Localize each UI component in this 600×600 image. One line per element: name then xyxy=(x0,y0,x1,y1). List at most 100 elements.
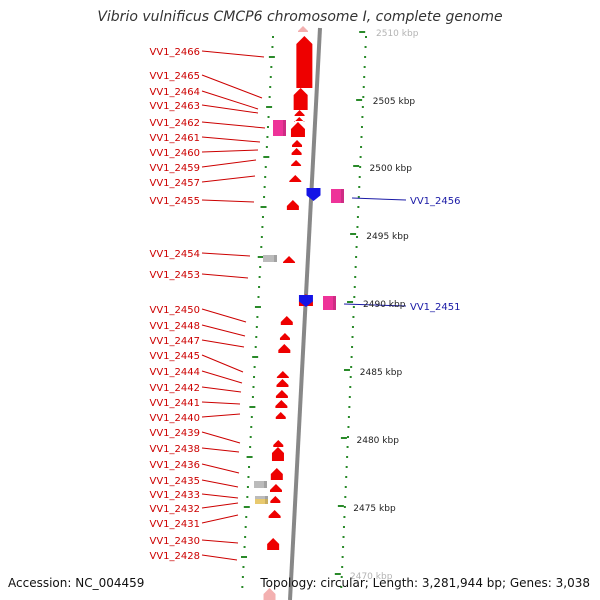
forward-gene-label: VV1_2430 xyxy=(150,536,201,547)
outer-tick xyxy=(361,116,364,118)
forward-gene xyxy=(280,316,293,325)
forward-gene-label: VV1_2454 xyxy=(150,249,201,260)
forward-gene xyxy=(291,148,302,155)
outer-tick xyxy=(351,346,354,348)
inner-tick xyxy=(263,196,266,198)
forward-leader-line xyxy=(201,354,244,373)
inner-tick xyxy=(263,156,270,158)
outer-tick xyxy=(342,546,345,548)
outer-tick xyxy=(360,136,363,138)
gene-features xyxy=(254,26,344,600)
rna-gene-shade xyxy=(333,296,336,310)
pseudo-gene xyxy=(263,255,277,262)
inner-tick xyxy=(258,286,261,288)
forward-gene xyxy=(267,538,280,550)
forward-gene-label: VV1_2463 xyxy=(150,101,201,112)
pseudo-gene-shade xyxy=(274,255,277,262)
forward-gene xyxy=(270,496,281,503)
forward-leader-line xyxy=(201,463,240,474)
inner-tick xyxy=(246,486,249,488)
forward-gene-label: VV1_2435 xyxy=(150,476,201,487)
inner-tick xyxy=(264,166,267,168)
inner-tick xyxy=(257,256,264,258)
rna-gene xyxy=(331,189,344,203)
forward-gene xyxy=(271,447,284,461)
inner-tick xyxy=(264,176,267,178)
outer-tick xyxy=(351,336,354,338)
outer-tick xyxy=(340,586,343,588)
gene-labels: VV1_2466 VV1_2465 VV1_2464 VV1_2463 VV1_2462… xyxy=(150,47,461,562)
outer-tick xyxy=(347,436,350,438)
outer-tick xyxy=(343,506,346,508)
kbp-label: 2500 kbp xyxy=(370,164,413,174)
inner-tick xyxy=(241,576,244,578)
inner-tick xyxy=(249,406,256,408)
forward-gene xyxy=(275,412,286,419)
outer-tick xyxy=(360,146,363,148)
topology-text: Topology: circular; Length: 3,281,944 bp… xyxy=(260,576,590,590)
inner-tick xyxy=(249,436,252,438)
forward-gene-label: VV1_2466 xyxy=(150,47,201,58)
forward-gene xyxy=(298,26,308,32)
major-tick xyxy=(343,369,350,371)
outer-tick xyxy=(354,266,357,268)
kbp-label: 2470 kbp xyxy=(350,572,393,582)
forward-gene-label: VV1_2445 xyxy=(150,351,201,362)
inner-tick xyxy=(255,326,258,328)
outer-tick xyxy=(352,316,355,318)
outer-tick xyxy=(341,556,344,558)
forward-gene xyxy=(269,484,282,492)
inner-tick xyxy=(254,346,257,348)
major-tick xyxy=(337,505,344,507)
inner-tick xyxy=(265,146,268,148)
inner-tick xyxy=(260,206,267,208)
outer-tick xyxy=(356,236,359,238)
forward-gene-label: VV1_2441 xyxy=(150,398,201,409)
forward-leader-line xyxy=(201,308,247,323)
inner-tick xyxy=(272,36,274,38)
forward-gene xyxy=(294,117,305,122)
outer-tick xyxy=(352,306,355,308)
forward-gene-label: VV1_2440 xyxy=(150,413,201,424)
outer-tick xyxy=(365,36,367,38)
outer-tick xyxy=(359,166,362,168)
forward-gene-label: VV1_2450 xyxy=(150,305,201,316)
forward-leader-line xyxy=(201,370,243,384)
forward-gene-label: VV1_2462 xyxy=(150,118,201,129)
reverse-leader-line xyxy=(343,303,407,307)
forward-gene-label: VV1_2444 xyxy=(150,367,201,378)
forward-leader-line xyxy=(201,149,259,153)
forward-gene xyxy=(278,344,291,353)
rna-gene-shade xyxy=(341,189,344,203)
forward-leader-line xyxy=(201,104,259,114)
outer-tick xyxy=(354,276,357,278)
forward-leader-line xyxy=(201,324,246,337)
forward-leader-line xyxy=(201,121,266,129)
forward-gene xyxy=(293,88,308,110)
forward-gene-label: VV1_2433 xyxy=(150,490,201,501)
inner-tick xyxy=(242,566,245,568)
outer-tick xyxy=(358,176,361,178)
major-tick xyxy=(340,437,347,439)
forward-gene-label: VV1_2448 xyxy=(150,321,201,332)
forward-leader-line xyxy=(201,479,239,488)
outer-tick xyxy=(362,86,365,88)
inner-tick xyxy=(255,336,258,338)
outer-tick xyxy=(363,66,366,68)
inner-tick xyxy=(252,386,255,388)
forward-leader-line xyxy=(201,74,263,99)
inner-tick xyxy=(270,66,273,68)
outer-tick xyxy=(362,96,365,98)
forward-gene xyxy=(268,510,281,518)
outer-tick xyxy=(345,476,348,478)
kbp-label: 2505 kbp xyxy=(373,97,416,107)
forward-gene-label: VV1_2457 xyxy=(150,178,201,189)
inner-tick xyxy=(258,276,261,278)
outer-tick xyxy=(359,156,362,158)
inner-tick xyxy=(268,56,275,58)
rna-gene xyxy=(323,296,336,310)
label-leader-lines xyxy=(201,50,407,561)
inner-tick xyxy=(271,46,274,48)
forward-gene-label: VV1_2460 xyxy=(150,148,201,159)
forward-gene xyxy=(296,36,313,88)
